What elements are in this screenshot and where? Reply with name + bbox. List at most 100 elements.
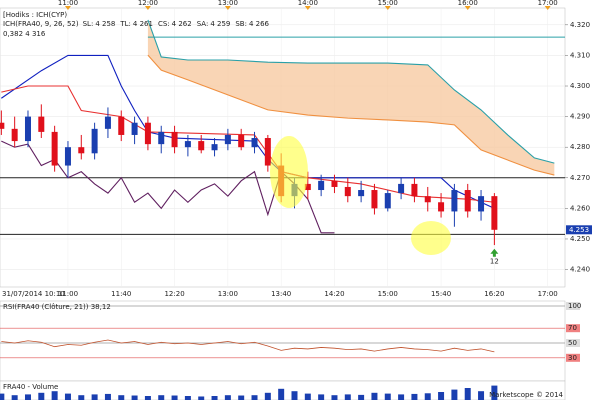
top-tick-label: 14:00 bbox=[298, 0, 318, 7]
volume-bar bbox=[224, 395, 231, 400]
candle-body bbox=[411, 183, 418, 197]
volume-bar bbox=[358, 394, 365, 400]
volume-bar bbox=[0, 393, 5, 400]
x-tick-label: 15:40 bbox=[431, 290, 451, 298]
candle-body bbox=[398, 183, 405, 194]
candle-body bbox=[344, 186, 351, 197]
time-marker bbox=[304, 6, 311, 10]
candle-body bbox=[424, 196, 431, 203]
candle-body bbox=[158, 131, 165, 145]
candle-body bbox=[144, 122, 151, 145]
candle-body bbox=[331, 180, 338, 187]
volume-bar bbox=[304, 393, 311, 400]
x-tick-label: 15:00 bbox=[378, 290, 398, 298]
y-tick-label: 4.260 bbox=[570, 204, 590, 212]
x-tick-label: 11:00 bbox=[58, 290, 78, 298]
volume-bar bbox=[158, 395, 165, 400]
y-tick-label: 4.300 bbox=[570, 82, 590, 90]
indicator-name: TL: bbox=[119, 20, 131, 28]
candle-body bbox=[91, 128, 98, 154]
candle-body bbox=[184, 141, 191, 148]
indicator-line bbox=[147, 19, 555, 164]
candle-body bbox=[384, 193, 391, 209]
candle-body bbox=[371, 190, 378, 209]
x-tick-label: 12:20 bbox=[164, 290, 184, 298]
volume-bar bbox=[91, 394, 98, 400]
rsi-tick-box bbox=[566, 302, 580, 310]
indicator-line bbox=[147, 54, 555, 176]
candle-body bbox=[238, 134, 245, 148]
volume-bar bbox=[104, 393, 111, 400]
volume-bar bbox=[118, 395, 125, 400]
indicator-name: SA: bbox=[197, 20, 209, 28]
indicator-name: SB: bbox=[235, 20, 247, 28]
volume-bar bbox=[11, 395, 18, 400]
candle-body bbox=[64, 147, 71, 166]
chart-layer bbox=[0, 8, 568, 400]
candle-body bbox=[478, 196, 485, 212]
x-tick-label: 13:40 bbox=[271, 290, 291, 298]
last-price-box bbox=[566, 225, 592, 235]
candle-body bbox=[264, 138, 271, 166]
signal-arrow bbox=[490, 248, 499, 257]
volume-bar bbox=[278, 388, 285, 400]
y-tick-label: 4.280 bbox=[570, 143, 590, 151]
candle-body bbox=[24, 116, 31, 142]
highlight-circle bbox=[411, 221, 451, 255]
top-tick-label: 13:00 bbox=[218, 0, 238, 7]
volume-bar bbox=[238, 395, 245, 400]
top-tick-label: 15:00 bbox=[378, 0, 398, 7]
rsi-tick-box bbox=[566, 339, 580, 347]
candle-body bbox=[304, 183, 311, 191]
candle-body bbox=[171, 131, 178, 148]
volume-bar bbox=[198, 396, 205, 400]
x-tick-label: 16:20 bbox=[484, 290, 504, 298]
volume-bar bbox=[344, 394, 351, 400]
volume-bar bbox=[438, 392, 445, 400]
copyright: Marketscope © 2014 bbox=[489, 391, 563, 399]
rsi-tick-label: 70 bbox=[568, 324, 577, 332]
volume-bar bbox=[318, 394, 325, 400]
time-marker bbox=[384, 6, 391, 10]
top-tick-label: 17:00 bbox=[538, 0, 558, 7]
time-marker bbox=[144, 6, 151, 10]
volume-bar bbox=[78, 395, 85, 400]
indicator-value: 4 261 bbox=[133, 20, 153, 28]
volume-bar bbox=[424, 393, 431, 400]
signal-label: 12 bbox=[490, 258, 499, 266]
y-tick-label: 4.320 bbox=[570, 21, 590, 29]
volume-bar bbox=[291, 391, 298, 400]
top-tick-label: 12:00 bbox=[138, 0, 158, 7]
top-tick-label: 16:00 bbox=[458, 0, 478, 7]
rsi-tick-label: 50 bbox=[568, 339, 577, 347]
candle-body bbox=[51, 131, 58, 166]
rsi-tick-label: 30 bbox=[568, 354, 577, 362]
rsi-tick-box bbox=[566, 324, 580, 333]
indicator-value: 4 259 bbox=[210, 20, 230, 28]
rsi-tick-box bbox=[566, 353, 580, 362]
y-tick-label: 4.270 bbox=[570, 174, 590, 182]
indicator-label: ICH(FRA40, 9, 26, 52) bbox=[3, 20, 79, 28]
volume-bar bbox=[38, 392, 45, 400]
y-tick-label: 4.240 bbox=[570, 266, 590, 274]
volume-bar bbox=[331, 395, 338, 400]
cloud bbox=[147, 19, 555, 176]
indicator-name: CS: bbox=[158, 20, 170, 28]
candle-body bbox=[104, 116, 111, 129]
time-marker bbox=[64, 6, 71, 10]
candle-body bbox=[11, 128, 18, 142]
x-tick-label: 14:20 bbox=[324, 290, 344, 298]
time-marker bbox=[224, 6, 231, 10]
rsi-panel bbox=[0, 300, 566, 382]
volume-bar bbox=[451, 389, 458, 400]
chart-title: [Hodiks : ICH(CYP) bbox=[3, 11, 67, 19]
candle-body bbox=[198, 141, 205, 151]
y-tick-label: 4.310 bbox=[570, 51, 590, 59]
volume-bar bbox=[491, 385, 498, 400]
x-tick-label: 11:40 bbox=[111, 290, 131, 298]
fib-label: 0,382 4 316 bbox=[3, 30, 46, 38]
highlight-circle bbox=[270, 136, 308, 208]
candle-body bbox=[118, 116, 125, 135]
volume-bar bbox=[264, 392, 271, 400]
